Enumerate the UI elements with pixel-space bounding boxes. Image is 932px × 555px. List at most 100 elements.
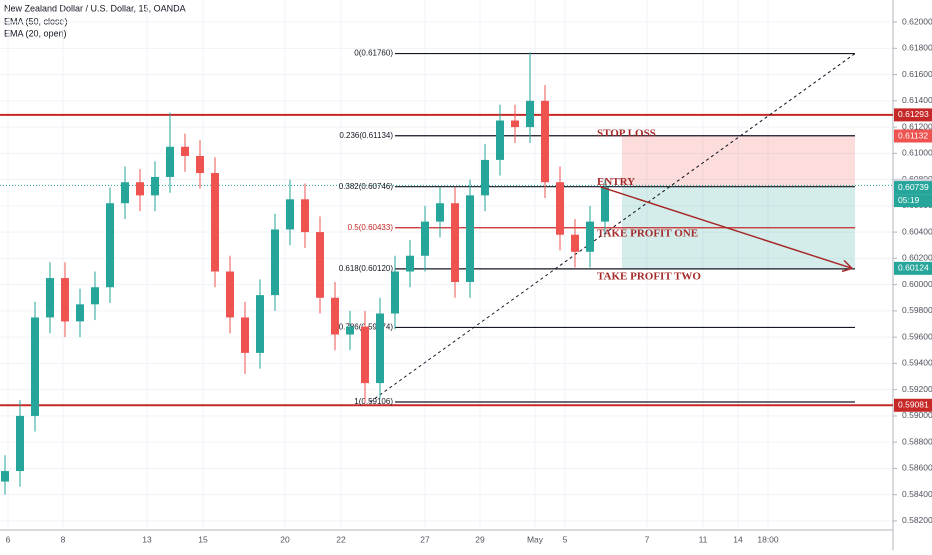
y-tick-label: 0.59800: [902, 305, 932, 315]
candle-body: [46, 278, 54, 318]
y-tick-label: 0.59000: [902, 410, 932, 420]
price-tag-label: 0.59081: [898, 400, 929, 410]
candle-body: [91, 287, 99, 305]
price-tag-label: 0.60739: [898, 182, 929, 192]
x-tick-label: 5: [563, 534, 568, 544]
candle-body: [496, 120, 504, 160]
stop-zone: [622, 135, 855, 187]
x-tick-label: 8: [61, 534, 66, 544]
price-tag-label: 0.60124: [898, 263, 929, 273]
arrow-head: [841, 259, 854, 273]
candle-body: [196, 155, 204, 174]
y-tick-label: 0.61800: [902, 43, 932, 53]
candle-body: [466, 195, 474, 283]
x-tick-label: 15: [198, 534, 208, 544]
candle-body: [436, 203, 444, 222]
candle-body: [61, 278, 69, 322]
candle-body: [511, 120, 519, 128]
y-tick-label: 0.60000: [902, 279, 932, 289]
candle-body: [166, 146, 174, 177]
candle-body: [1, 471, 9, 482]
y-tick-label: 0.58800: [902, 436, 932, 446]
candle-body: [136, 182, 144, 196]
countdown-label: 05:19: [898, 195, 920, 205]
candle-body: [406, 255, 414, 272]
price-tag-label: 0.61293: [898, 109, 929, 119]
y-tick-label: 0.58600: [902, 463, 932, 473]
indicator-label: EMA (50, close): [4, 16, 68, 26]
candle-body: [256, 295, 264, 353]
candle-body: [421, 221, 429, 256]
candle-body: [241, 317, 249, 353]
candle-body: [301, 199, 309, 233]
trade-annotation: STOP LOSS: [597, 127, 656, 139]
price-tag: [894, 108, 932, 122]
candle-body: [316, 232, 324, 298]
candle-body: [346, 326, 354, 335]
x-tick-label: 11: [699, 534, 708, 544]
candle-body: [106, 203, 114, 288]
candle-body: [571, 234, 579, 252]
y-tick-label: 0.61200: [902, 121, 932, 131]
candle-body: [31, 317, 39, 416]
x-tick-label: 14: [733, 534, 743, 544]
candle-body: [226, 271, 234, 318]
y-tick-label: 0.61600: [902, 69, 932, 79]
price-tag: [894, 261, 932, 275]
x-tick-label: 27: [420, 534, 430, 544]
candle-body: [586, 221, 594, 252]
y-tick-label: 0.59400: [902, 358, 932, 368]
x-tick-label: 20: [280, 534, 290, 544]
y-tick-label: 0.58200: [902, 515, 932, 525]
price-tag: [894, 129, 932, 143]
trade-annotation: TAKE PROFIT TWO: [597, 270, 701, 282]
y-tick-label: 0.59600: [902, 331, 932, 341]
candle-body: [481, 159, 489, 196]
fib-label: 0.5(0.60433): [348, 223, 394, 232]
x-tick-label: May: [527, 534, 544, 544]
y-tick-label: 0.60200: [902, 253, 932, 263]
trade-annotation: ENTRY: [597, 176, 635, 188]
fib-label: 0.236(0.61134): [339, 131, 393, 140]
price-tag-label: 0.61132: [898, 130, 928, 140]
y-tick-label: 0.62000: [902, 16, 932, 26]
candle-body: [541, 100, 549, 183]
trade-annotation: TAKE PROFIT ONE: [597, 227, 698, 239]
candle-body: [271, 229, 279, 296]
candle-body: [556, 182, 564, 235]
x-tick-label: 7: [645, 534, 650, 544]
candle-body: [16, 415, 24, 472]
candle-body: [181, 146, 189, 156]
fib-label: 1(0.59106): [354, 397, 393, 406]
candle-body: [451, 203, 459, 283]
y-tick-label: 0.58400: [902, 489, 932, 499]
candle-body: [286, 199, 294, 230]
trade-arrow: [599, 185, 853, 270]
x-tick-label: 6: [6, 534, 11, 544]
candle-body: [331, 297, 339, 335]
candle-body: [151, 176, 159, 196]
candle-body: [376, 313, 384, 384]
y-tick-label: 0.60400: [902, 226, 932, 236]
candle-body: [391, 271, 399, 314]
candle-body: [76, 304, 84, 322]
y-tick-label: 0.61000: [902, 148, 932, 158]
countdown-tag: [894, 194, 932, 208]
candle-body: [526, 100, 534, 128]
candle-body: [211, 173, 219, 272]
price-tag: [894, 181, 932, 195]
x-tick-label: 29: [475, 534, 485, 544]
indicator-label: EMA (20, open): [4, 28, 67, 38]
price-tag: [894, 398, 932, 412]
fib-label: 0(0.61760): [354, 49, 393, 58]
candle-body: [601, 187, 609, 222]
candle-body: [361, 326, 369, 384]
x-tick-label: 22: [336, 534, 346, 544]
x-tick-label: 13: [142, 534, 152, 544]
candle-body: [121, 182, 129, 204]
fib-label: 0.618(0.60120): [339, 264, 394, 273]
y-tick-label: 0.60800: [902, 174, 932, 184]
chart-title: New Zealand Dollar / U.S. Dollar, 15, OA…: [4, 3, 186, 13]
y-tick-label: 0.61400: [902, 95, 932, 105]
